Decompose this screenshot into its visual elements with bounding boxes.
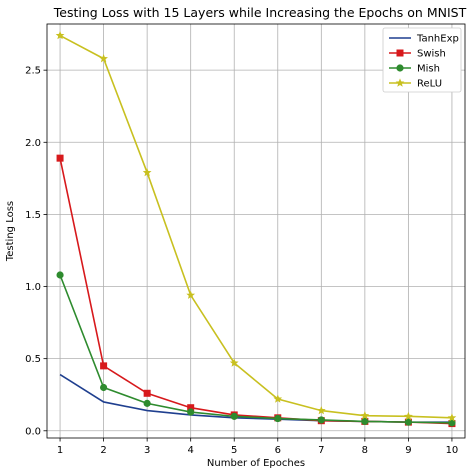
data-point-swish	[56, 154, 64, 162]
data-point-mish	[274, 414, 282, 423]
data-point-mish	[100, 383, 108, 392]
y-tick-label: 2.5	[25, 66, 41, 77]
legend-label: TanhExp	[416, 34, 459, 45]
x-tick-label: 5	[231, 445, 237, 456]
x-tick-label: 6	[275, 445, 281, 456]
data-point-relu	[186, 290, 196, 299]
data-point-swish	[187, 404, 195, 412]
chart-title: Testing Loss with 15 Layers while Increa…	[53, 5, 467, 20]
legend: TanhExp Swish Mish ReLU	[382, 27, 462, 93]
y-tick-label: 2.0	[25, 138, 41, 149]
series-swish	[56, 154, 456, 428]
legend-marker	[395, 78, 405, 87]
data-point-mish	[56, 271, 64, 279]
x-tick-label: 1	[57, 445, 63, 456]
y-axis-label: Testing Loss	[5, 201, 16, 262]
y-tick-label: 0.5	[25, 354, 41, 365]
data-point-mish	[187, 408, 195, 416]
data-point-relu	[55, 30, 65, 40]
legend-marker	[396, 64, 404, 72]
series-layer	[55, 30, 457, 428]
legend-entry-tanhexp: TanhExp	[389, 34, 459, 45]
legend-entry-relu: ReLU	[389, 78, 442, 90]
data-point-relu	[99, 54, 108, 63]
series-relu	[55, 30, 457, 422]
data-point-relu	[404, 411, 413, 421]
legend-box	[382, 27, 462, 93]
data-point-relu	[316, 405, 326, 415]
x-axis-label: Number of Epoches	[207, 458, 305, 469]
data-point-mish	[448, 419, 456, 427]
data-point-relu	[273, 394, 283, 403]
x-tick-label: 2	[100, 445, 106, 456]
y-tick-label: 0.0	[25, 426, 41, 437]
legend-label: ReLU	[417, 79, 442, 90]
series-line-relu	[59, 34, 452, 419]
x-tick-label: 9	[405, 445, 411, 456]
data-point-mish	[230, 412, 238, 420]
grid	[47, 24, 465, 438]
x-tick-label: 7	[318, 445, 324, 456]
y-tick-label: 1.0	[25, 282, 41, 293]
legend-marker	[396, 49, 404, 57]
data-point-mish	[361, 417, 369, 426]
data-point-mish	[143, 399, 151, 407]
data-point-relu	[447, 413, 457, 422]
x-tick-label: 4	[188, 445, 194, 456]
legend-label: Swish	[417, 49, 446, 60]
data-point-mish	[404, 418, 412, 426]
series-line-mish	[59, 274, 452, 424]
ticks: 1 2 3 4 5 6 7 8 9 10 0.0 0.5 1.0 1.5 2.0 2.5	[25, 66, 458, 456]
data-point-swish	[143, 389, 151, 397]
x-tick-label: 3	[144, 445, 150, 456]
data-point-relu	[229, 358, 239, 367]
legend-entry-swish: Swish	[389, 49, 446, 60]
series-line-swish	[59, 157, 452, 425]
x-tick-label: 8	[362, 445, 368, 456]
data-point-relu	[142, 167, 152, 177]
y-tick-label: 1.5	[25, 210, 41, 221]
data-point-mish	[317, 416, 325, 424]
legend-entry-mish: Mish	[389, 64, 440, 75]
data-point-swish	[100, 362, 108, 370]
plot-frame	[46, 23, 466, 439]
data-point-relu	[360, 411, 370, 420]
series-mish	[56, 271, 456, 427]
x-tick-label: 10	[446, 445, 459, 456]
legend-label: Mish	[417, 64, 440, 75]
